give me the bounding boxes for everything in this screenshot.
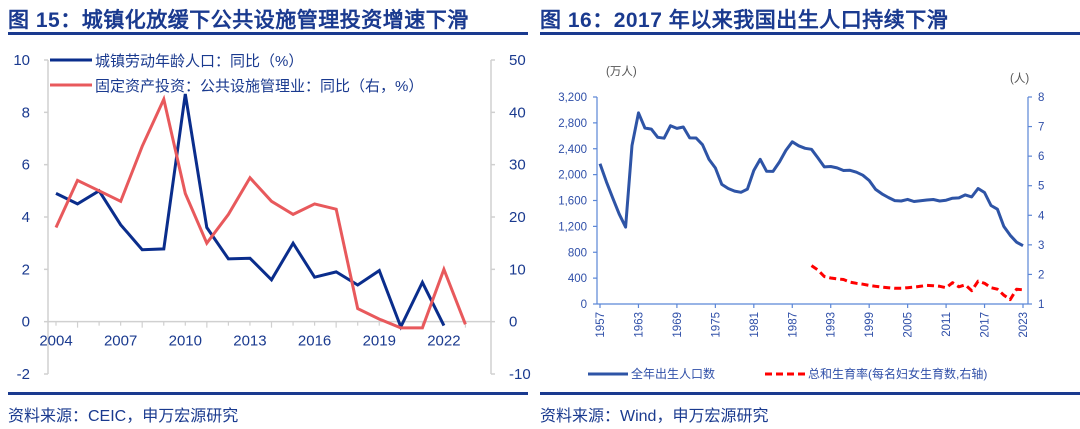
figure-15-title-rule xyxy=(8,32,528,35)
right-y-tick-label: 7 xyxy=(1038,122,1044,134)
x-tick-label: 1963 xyxy=(633,312,645,338)
right-y-tick-label: 0 xyxy=(509,314,517,331)
right-y-tick-label: 20 xyxy=(509,209,526,226)
right-y-tick-label: 1 xyxy=(1038,299,1044,311)
left-y-tick-label: 2,400 xyxy=(558,144,587,156)
x-tick-label: 2004 xyxy=(39,333,72,350)
right-y-tick-label: 3 xyxy=(1038,240,1044,252)
left-y-tick-label: -2 xyxy=(17,366,30,383)
legend-label: 固定资产投资：公共设施管理业：同比（右，%） xyxy=(95,78,423,95)
x-tick-label: 1993 xyxy=(826,312,838,338)
chart-15-series xyxy=(54,93,467,331)
x-tick-label: 2013 xyxy=(233,333,266,350)
figure-15-title: 图 15：城镇化放缓下公共设施管理投资增速下滑 xyxy=(8,9,469,32)
right-y-tick-label: 30 xyxy=(509,157,526,174)
right-y-tick-label: -10 xyxy=(509,366,531,383)
figure-15-source: 资料来源：CEIC，申万宏源研究 xyxy=(8,408,239,425)
right-y-tick-label: 2 xyxy=(1038,269,1044,281)
left-y-tick-label: 1,200 xyxy=(558,221,587,233)
left-y-tick-label: 8 xyxy=(22,104,30,121)
x-tick-label: 1975 xyxy=(710,312,722,338)
left-axis-unit: (万人) xyxy=(606,65,637,78)
right-y-tick-label: 50 xyxy=(509,52,526,69)
series-annual-births-line xyxy=(598,111,1024,248)
left-y-tick-label: 2 xyxy=(22,261,30,278)
right-y-tick-label: 4 xyxy=(1038,210,1045,222)
x-tick-label: 2017 xyxy=(980,312,992,338)
legend-label: 城镇劳动年龄人口：同比（%） xyxy=(95,53,303,70)
right-y-tick-label: 40 xyxy=(509,104,526,121)
series-labor-population-line xyxy=(55,93,446,331)
chart-15-legend: 城镇劳动年龄人口：同比（%） 固定资产投资：公共设施管理业：同比（右，%） xyxy=(50,53,423,95)
left-y-tick-label: 800 xyxy=(568,247,587,259)
right-y-tick-label: 8 xyxy=(1038,92,1044,104)
x-tick-label: 2010 xyxy=(169,333,202,350)
left-y-tick-label: 0 xyxy=(22,314,30,331)
x-tick-label: 1981 xyxy=(749,312,761,338)
left-y-tick-label: 3,200 xyxy=(558,92,587,104)
x-tick-label: 1999 xyxy=(864,312,876,338)
figure-16-title-rule xyxy=(540,32,1080,35)
left-y-tick-label: 4 xyxy=(22,209,30,226)
right-y-tick-label: 6 xyxy=(1038,151,1044,163)
right-y-tick-label: 10 xyxy=(509,261,526,278)
figure-15-bottom-rule xyxy=(8,392,528,395)
figure-16-bottom-rule xyxy=(540,392,1080,395)
left-y-tick-label: 6 xyxy=(22,157,30,174)
x-tick-label: 2016 xyxy=(298,333,331,350)
x-tick-label: 2022 xyxy=(427,333,460,350)
x-tick-label: 2023 xyxy=(1018,312,1030,338)
x-tick-label: 2007 xyxy=(104,333,137,350)
left-y-tick-label: 0 xyxy=(581,299,587,311)
x-tick-label: 2019 xyxy=(363,333,396,350)
series-public-facility-investment-line xyxy=(54,94,467,330)
left-y-tick-label: 2,000 xyxy=(558,170,587,182)
x-tick-label: 1987 xyxy=(787,312,799,338)
figure-16-title: 图 16：2017 年以来我国出生人口持续下滑 xyxy=(540,9,949,32)
x-tick-label: 1969 xyxy=(672,312,684,338)
figure-16-source: 资料来源：Wind，申万宏源研究 xyxy=(540,408,769,425)
legend-label-fertility: 总和生育率(每名妇女生育数,右轴) xyxy=(808,366,987,381)
x-tick-label: 2011 xyxy=(941,312,953,337)
left-y-tick-label: 400 xyxy=(568,273,587,285)
chart-16-legend: 全年出生人口数 总和生育率(每名妇女生育数,右轴) xyxy=(588,366,987,381)
chart-births-fertility: 3,200 2,800 2,400 2,000 1,600 1,200 800 400 0 8 7 6… xyxy=(558,65,1045,381)
chart-16-axes: 3,200 2,800 2,400 2,000 1,600 1,200 800 400 0 8 7 6… xyxy=(558,92,1045,338)
legend-label-births: 全年出生人口数 xyxy=(631,366,715,381)
chart-16-series xyxy=(598,111,1024,302)
x-tick-label: 2005 xyxy=(903,312,915,338)
x-tick-label: 1957 xyxy=(595,312,607,338)
right-axis-unit: (人) xyxy=(1010,72,1029,85)
left-y-tick-label: 2,800 xyxy=(558,118,587,130)
left-y-tick-label: 1,600 xyxy=(558,196,587,208)
left-y-tick-label: 10 xyxy=(13,52,30,69)
series-fertility-rate-line xyxy=(810,264,1024,302)
right-y-tick-label: 5 xyxy=(1038,181,1044,193)
